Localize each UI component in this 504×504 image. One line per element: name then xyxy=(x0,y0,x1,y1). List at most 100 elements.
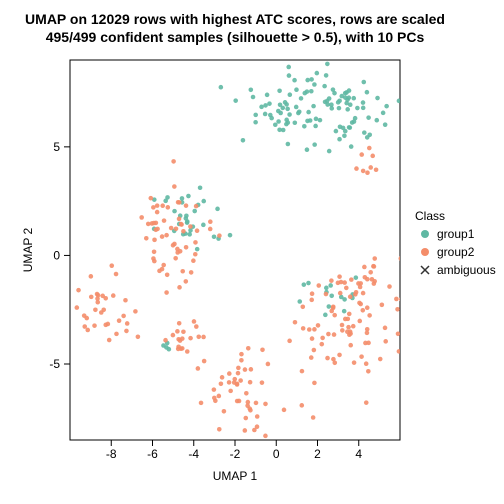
data-point xyxy=(175,329,180,334)
data-point xyxy=(219,85,224,90)
data-point xyxy=(239,352,244,357)
data-point xyxy=(165,272,170,277)
data-point xyxy=(365,327,370,332)
data-point xyxy=(354,275,359,280)
data-point xyxy=(186,194,191,199)
data-point xyxy=(109,263,114,268)
data-point xyxy=(309,298,314,303)
data-point xyxy=(315,71,320,76)
data-point xyxy=(192,209,197,214)
data-point xyxy=(179,346,184,351)
data-point xyxy=(95,300,100,305)
data-point xyxy=(124,329,129,334)
data-point xyxy=(187,232,192,237)
data-point xyxy=(76,288,81,293)
data-point xyxy=(378,357,383,362)
data-point xyxy=(199,401,204,406)
data-point xyxy=(75,305,80,310)
data-point xyxy=(148,196,153,201)
data-point xyxy=(351,324,356,329)
data-point xyxy=(284,122,289,127)
x-tick-label: 4 xyxy=(355,447,362,461)
data-point xyxy=(302,282,307,287)
data-point xyxy=(228,389,233,394)
data-point xyxy=(310,291,315,296)
data-point xyxy=(301,326,306,331)
data-point xyxy=(340,323,345,328)
data-point xyxy=(367,313,372,318)
data-point xyxy=(85,328,90,333)
data-point xyxy=(332,313,337,318)
data-point xyxy=(372,264,377,269)
data-point xyxy=(329,278,334,283)
data-point xyxy=(215,207,220,212)
data-point xyxy=(208,219,213,224)
data-point xyxy=(201,223,206,228)
data-point xyxy=(160,203,165,208)
data-point xyxy=(380,303,385,308)
y-tick-label: 5 xyxy=(53,140,60,154)
data-point xyxy=(179,222,184,227)
data-point xyxy=(343,95,348,100)
data-point xyxy=(297,109,302,114)
data-point xyxy=(362,265,367,270)
data-point xyxy=(282,408,287,413)
data-point xyxy=(313,124,318,129)
data-point xyxy=(363,341,368,346)
data-point xyxy=(177,200,182,205)
data-point xyxy=(312,327,317,332)
data-point xyxy=(125,321,130,326)
data-point xyxy=(316,283,321,288)
data-point xyxy=(396,332,401,337)
data-point xyxy=(164,233,169,238)
data-point xyxy=(361,106,366,111)
data-point xyxy=(185,349,190,354)
data-point xyxy=(346,325,351,330)
data-point xyxy=(96,293,101,298)
data-point xyxy=(365,305,370,310)
data-point xyxy=(342,280,347,285)
y-tick-label: -5 xyxy=(49,357,60,371)
data-point xyxy=(193,252,198,257)
data-point xyxy=(263,434,268,439)
data-point xyxy=(276,109,281,114)
data-point xyxy=(253,120,258,125)
data-point xyxy=(287,73,292,78)
data-point xyxy=(273,122,278,127)
data-point xyxy=(155,210,160,215)
data-point xyxy=(161,263,166,268)
data-point xyxy=(152,250,157,255)
data-point xyxy=(383,339,388,344)
chart-svg: -8-6-4-2024-505UMAP 1UMAP 2UMAP on 12029… xyxy=(0,0,504,504)
data-point xyxy=(164,345,169,350)
data-point xyxy=(325,62,330,67)
data-point xyxy=(177,217,182,222)
data-point xyxy=(286,142,291,147)
data-point xyxy=(233,98,238,103)
data-point xyxy=(316,323,321,328)
data-point xyxy=(374,167,379,172)
data-point xyxy=(305,119,310,124)
data-point xyxy=(299,96,304,101)
data-point xyxy=(269,116,274,121)
data-point xyxy=(236,371,241,376)
data-point xyxy=(263,402,268,407)
data-point xyxy=(89,274,94,279)
data-point xyxy=(384,104,389,109)
legend-label: group1 xyxy=(437,227,475,241)
data-point xyxy=(201,335,206,340)
data-point xyxy=(208,227,213,232)
data-point xyxy=(328,283,333,288)
data-point xyxy=(177,285,182,290)
data-point xyxy=(195,247,200,252)
data-point xyxy=(352,360,357,365)
chart-title-line2: 495/499 confident samples (silhouette > … xyxy=(46,29,425,45)
legend-label: group2 xyxy=(437,245,475,259)
data-point xyxy=(341,126,346,131)
data-point xyxy=(349,277,354,282)
data-point xyxy=(285,107,290,112)
data-point xyxy=(133,309,138,314)
data-point xyxy=(326,304,331,309)
data-point xyxy=(358,285,363,290)
data-point xyxy=(372,281,377,286)
